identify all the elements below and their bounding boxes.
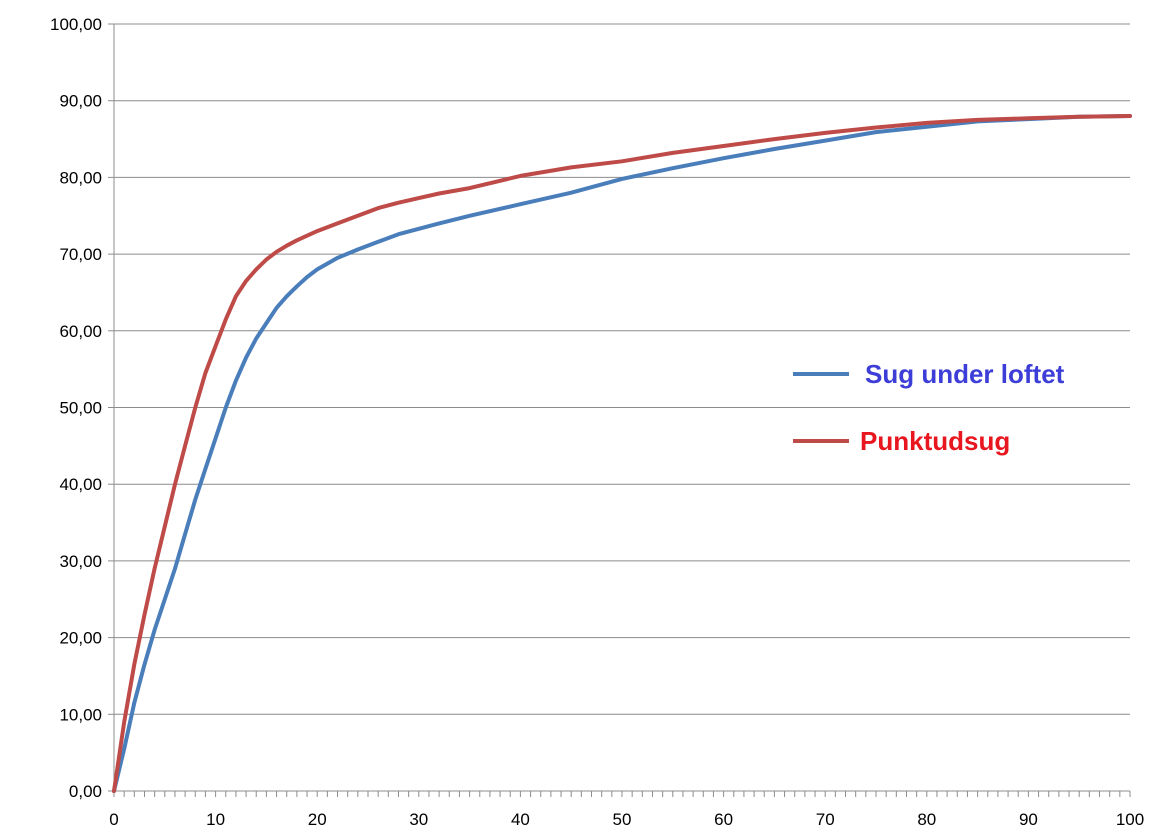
y-tick-label: 0,00: [69, 782, 102, 801]
y-tick-label: 10,00: [59, 705, 102, 724]
series-line-sug-under-loftet: [112, 114, 1132, 793]
x-tick-label: 90: [1019, 810, 1038, 829]
x-tick-label: 80: [917, 810, 936, 829]
gridlines: [114, 23, 1130, 715]
y-tick-label: 50,00: [59, 399, 102, 418]
y-tick-label: 20,00: [59, 629, 102, 648]
series-line-punktudsug: [112, 114, 1132, 793]
series-lines: [112, 114, 1132, 793]
x-tick-label: 10: [206, 810, 225, 829]
x-tick-label: 40: [511, 810, 530, 829]
y-tick-label: 40,00: [59, 475, 102, 494]
y-tick-label: 90,00: [59, 92, 102, 111]
y-axis: 0,00 10,00 20,00 30,00 40,00 50,00 60,00 70,00 8…: [50, 15, 115, 801]
x-tick-label: 70: [816, 810, 835, 829]
x-tick-label: 30: [409, 810, 428, 829]
y-tick-label: 100,00: [50, 15, 102, 34]
y-tick-label: 80,00: [59, 168, 102, 187]
x-tick-label: 0: [109, 810, 118, 829]
y-tick-label: 60,00: [59, 322, 102, 341]
y-tick-label: 30,00: [59, 552, 102, 571]
x-tick-label: 60: [714, 810, 733, 829]
legend: Sug under loftet Punktudsug: [793, 359, 1065, 456]
x-tick-label: 50: [613, 810, 632, 829]
legend-label-sug-under-loftet: Sug under loftet: [865, 359, 1065, 389]
x-tick-label: 20: [308, 810, 327, 829]
legend-label-punktudsug: Punktudsug: [860, 426, 1010, 456]
x-tick-label: 100: [1116, 810, 1144, 829]
y-tick-label: 70,00: [59, 245, 102, 264]
x-axis: 0 10 20 30 40 50 60 70 80 90 100: [109, 790, 1144, 829]
